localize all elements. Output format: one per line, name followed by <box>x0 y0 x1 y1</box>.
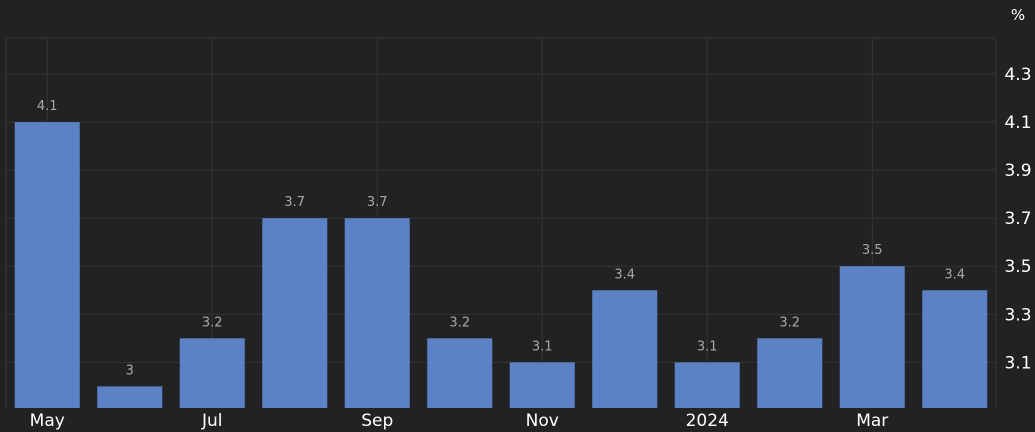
bar-may <box>14 122 80 408</box>
x-axis: May Jul Sep Nov 2024 Mar <box>30 411 889 431</box>
bar-oct <box>427 338 493 408</box>
y-tick-label: 3.7 <box>1004 209 1031 229</box>
bar-nov <box>509 362 575 408</box>
x-tick-label: May <box>30 411 65 431</box>
bar-sep <box>344 218 410 408</box>
data-label: 3.7 <box>367 195 388 210</box>
y-unit-label: % <box>1011 6 1025 24</box>
data-label: 3.1 <box>697 339 718 354</box>
bar-dec <box>592 290 658 408</box>
bar-jun <box>97 386 163 408</box>
x-tick-label: 2024 <box>686 411 729 431</box>
bar-2024 <box>674 362 740 408</box>
y-tick-label: 4.3 <box>1004 65 1031 85</box>
x-tick-label: Jul <box>201 411 223 431</box>
bar-feb <box>757 338 823 408</box>
y-tick-label: 3.1 <box>1004 353 1031 373</box>
bars <box>14 122 988 408</box>
data-label: 3.2 <box>449 315 470 330</box>
data-labels: 4.1 3 3.2 3.7 3.7 3.2 3.1 3.4 3.1 3.2 3.5 3.4 <box>37 99 965 378</box>
data-label: 3.4 <box>614 267 635 282</box>
data-label: 4.1 <box>37 99 58 114</box>
x-tick-label: Sep <box>361 411 393 431</box>
data-label: 3.2 <box>202 315 223 330</box>
bar-mar <box>839 266 905 408</box>
data-label: 3.7 <box>284 195 305 210</box>
data-label: 3.2 <box>779 315 800 330</box>
y-axis: 3.1 3.3 3.5 3.7 3.9 4.1 4.3 <box>1004 65 1031 373</box>
y-tick-label: 3.5 <box>1004 257 1031 277</box>
data-label: 3.4 <box>944 267 965 282</box>
bar-apr <box>922 290 988 408</box>
bar-aug <box>262 218 328 408</box>
y-tick-label: 3.9 <box>1004 161 1031 181</box>
x-tick-label: Mar <box>856 411 888 431</box>
bar-jul <box>179 338 245 408</box>
y-tick-label: 4.1 <box>1004 113 1031 133</box>
x-tick-label: Nov <box>526 411 559 431</box>
y-tick-label: 3.3 <box>1004 305 1031 325</box>
data-label: 3 <box>126 363 134 378</box>
data-label: 3.5 <box>862 243 883 258</box>
data-label: 3.1 <box>532 339 553 354</box>
